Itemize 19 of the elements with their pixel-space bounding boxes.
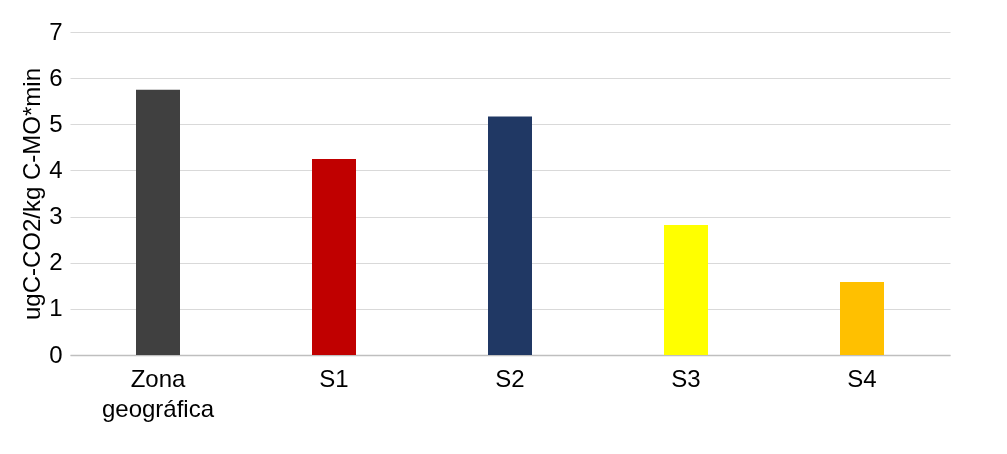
x-tick-label: S4 <box>847 364 877 392</box>
y-axis-title: ugC-CO2/kg C-MO*min <box>18 67 46 321</box>
y-tick-label: 7 <box>49 17 63 45</box>
bar <box>840 282 884 355</box>
bar <box>136 89 180 355</box>
bar <box>664 224 708 355</box>
y-tick-label: 4 <box>49 155 63 183</box>
y-tick-label: 1 <box>49 294 63 322</box>
x-tick-label: S3 <box>671 364 701 392</box>
y-tick-label: 2 <box>49 248 63 276</box>
y-tick-label: 6 <box>49 63 63 91</box>
x-tick-label: S1 <box>319 364 349 392</box>
bar <box>488 116 532 355</box>
bar <box>312 158 356 355</box>
y-tick-label: 3 <box>49 202 63 230</box>
y-tick-label: 0 <box>49 340 63 368</box>
x-tick-label: S2 <box>495 364 525 392</box>
x-tick-label: Zona geográfica <box>101 364 215 422</box>
y-tick-label: 5 <box>49 109 63 137</box>
